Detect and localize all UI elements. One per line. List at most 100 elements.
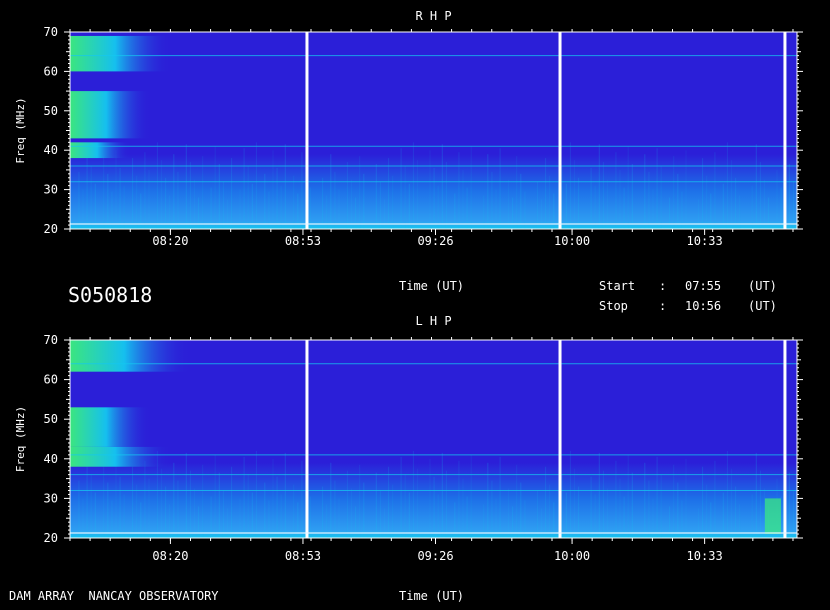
noise-streak: [255, 450, 257, 538]
noise-streak: [714, 152, 716, 229]
noise-streak: [652, 498, 654, 538]
noise-streak: [123, 494, 125, 538]
noise-streak: [722, 492, 724, 538]
plot-background: [70, 340, 797, 538]
noise-streak: [227, 199, 228, 229]
noise-streak: [194, 488, 195, 538]
noise-streak: [297, 193, 299, 229]
noise-streak: [677, 482, 679, 538]
x-tick-label: 08:20: [152, 234, 188, 248]
noise-streak: [272, 458, 274, 538]
noise-streak: [615, 460, 617, 538]
y-tick-label: 20: [44, 531, 58, 545]
noise-streak: [433, 167, 435, 229]
noise-streak: [119, 476, 121, 538]
noise-streak: [578, 486, 580, 538]
noise-streak: [408, 183, 410, 229]
noise-streak: [326, 195, 328, 229]
noise-streak: [520, 482, 522, 538]
noise-streak: [466, 187, 468, 229]
noise-streak: [495, 189, 497, 229]
noise-streak: [458, 152, 460, 229]
noise-streak: [669, 197, 671, 229]
y-tick-label: 40: [44, 452, 58, 466]
noise-streak: [293, 175, 295, 229]
noise-streak: [607, 488, 608, 538]
noise-streak: [594, 494, 596, 538]
noise-streak: [214, 454, 216, 538]
noise-streak: [553, 502, 555, 538]
noise-streak: [652, 189, 654, 229]
middle-time-label: Time (UT): [399, 279, 465, 293]
noise-streak: [86, 148, 88, 229]
noise-streak: [602, 162, 604, 229]
y-tick-label: 60: [44, 64, 58, 78]
panel-title: R H P: [415, 9, 451, 23]
noise-streak: [545, 158, 547, 229]
noise-streak: [512, 197, 514, 229]
noise-streak: [466, 496, 468, 538]
noise-streak: [280, 185, 282, 229]
noise-streak: [400, 148, 402, 229]
noise-streak: [574, 160, 575, 229]
noise-streak: [792, 181, 794, 229]
y-tick-label: 40: [44, 143, 58, 157]
x-tick-label: 10:00: [554, 234, 590, 248]
noise-streak: [375, 472, 377, 538]
noise-streak: [330, 154, 332, 229]
emission-burst: [764, 498, 781, 535]
noise-streak: [136, 175, 138, 229]
noise-streak: [739, 504, 741, 538]
noise-streak: [136, 484, 138, 538]
x-tick-label: 08:53: [285, 234, 321, 248]
stop-value: 10:56: [685, 299, 722, 313]
noise-streak: [412, 142, 414, 229]
emission-burst: [70, 446, 171, 467]
x-tick-label: 10:33: [687, 549, 723, 563]
noise-streak: [177, 171, 179, 229]
noise-streak: [189, 470, 191, 538]
noise-streak: [780, 187, 782, 229]
noise-streak: [255, 142, 257, 229]
y-axis-label: Freq (MHz): [14, 97, 27, 163]
noise-streak: [90, 165, 92, 229]
noise-streak: [107, 482, 109, 538]
noise-streak: [726, 450, 728, 538]
noise-streak: [251, 183, 253, 229]
noise-streak: [768, 197, 770, 229]
noise-streak: [227, 508, 228, 538]
noise-streak: [615, 152, 617, 229]
noise-streak: [351, 179, 352, 229]
y-tick-label: 60: [44, 373, 58, 387]
panel-lhp: 20 30 40 50 60 70 Freq (MHz) 08:20 08:53 09:26 10:…: [14, 314, 803, 563]
y-tick-label: 70: [44, 333, 58, 347]
noise-streak: [148, 169, 150, 229]
noise-streak: [660, 474, 662, 538]
emission-burst: [70, 142, 131, 159]
noise-streak: [470, 146, 472, 229]
x-tick-label: 08:53: [285, 549, 321, 563]
noise-streak: [731, 468, 732, 538]
noise-streak: [346, 162, 348, 229]
noise-streak: [359, 464, 361, 538]
noise-streak: [565, 183, 567, 229]
noise-streak: [338, 189, 340, 229]
noise-streak: [264, 482, 266, 538]
noise-streak: [140, 502, 142, 538]
noise-streak: [107, 173, 109, 229]
noise-streak: [776, 169, 778, 229]
noise-streak: [458, 460, 460, 538]
noise-streak: [429, 458, 431, 538]
noise-streak: [103, 464, 105, 538]
noise-streak: [363, 173, 365, 229]
noise-streak: [487, 154, 489, 229]
noise-streak: [441, 452, 443, 538]
panel-rhp: 20 30 40 50 60 70 Freq (MHz) 08:20 08:53 09:26 10:…: [14, 9, 803, 248]
noise-streak: [536, 181, 538, 229]
noise-streak: [218, 472, 220, 538]
noise-streak: [483, 504, 485, 538]
y-tick-label: 50: [44, 104, 58, 118]
noise-streak: [751, 185, 753, 229]
noise-streak: [355, 197, 357, 229]
noise-streak: [132, 158, 134, 229]
